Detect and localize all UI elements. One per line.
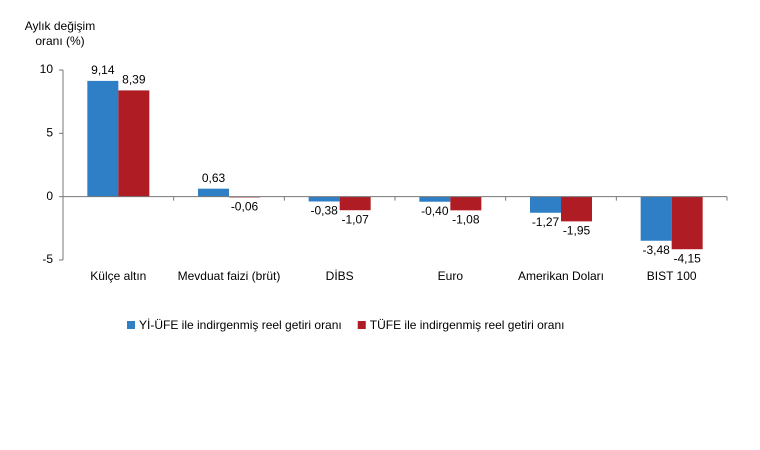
y-axis-title: oranı (%) <box>35 34 84 48</box>
bar <box>671 196 703 250</box>
value-label: -4,15 <box>673 251 701 265</box>
bar <box>87 80 119 197</box>
bar <box>419 196 451 202</box>
value-label: -1,08 <box>452 213 480 227</box>
bar <box>640 196 672 241</box>
value-label: 9,14 <box>91 63 115 77</box>
value-label: -0,40 <box>421 204 449 218</box>
value-label: -1,07 <box>341 212 369 226</box>
bar <box>308 196 340 202</box>
value-label: -1,27 <box>532 215 560 229</box>
value-label: -0,38 <box>310 204 338 218</box>
bar <box>339 196 371 211</box>
x-tick-label: DİBS <box>326 269 354 283</box>
legend-swatch <box>357 321 366 329</box>
value-label: 8,39 <box>122 73 146 87</box>
bar <box>450 196 482 211</box>
value-label: 0,63 <box>202 171 226 185</box>
y-tick-label: -5 <box>42 252 53 266</box>
x-tick-label: Euro <box>438 269 464 283</box>
bar <box>118 90 150 197</box>
legend-label: TÜFE ile indirgenmiş reel getiri oranı <box>370 318 565 332</box>
y-tick-label: 5 <box>46 126 53 140</box>
y-tick-label: 10 <box>40 62 54 76</box>
bar <box>530 196 561 213</box>
x-tick-label: Külçe altın <box>90 269 146 283</box>
legend-label: Yİ-ÜFE ile indirgenmiş reel getiri oranı <box>139 318 342 332</box>
legend-swatch <box>127 321 135 329</box>
y-axis-title: Aylık değişim <box>25 19 95 33</box>
value-label: -1,95 <box>563 224 591 238</box>
y-tick-label: 0 <box>46 189 53 203</box>
x-tick-label: Mevduat faizi (brüt) <box>178 269 281 283</box>
x-tick-label: Amerikan Doları <box>518 269 604 283</box>
x-tick-label: BIST 100 <box>647 269 697 283</box>
bar <box>561 196 592 222</box>
value-label: -0,06 <box>231 200 259 214</box>
bar <box>198 188 229 197</box>
value-label: -3,48 <box>642 243 670 257</box>
